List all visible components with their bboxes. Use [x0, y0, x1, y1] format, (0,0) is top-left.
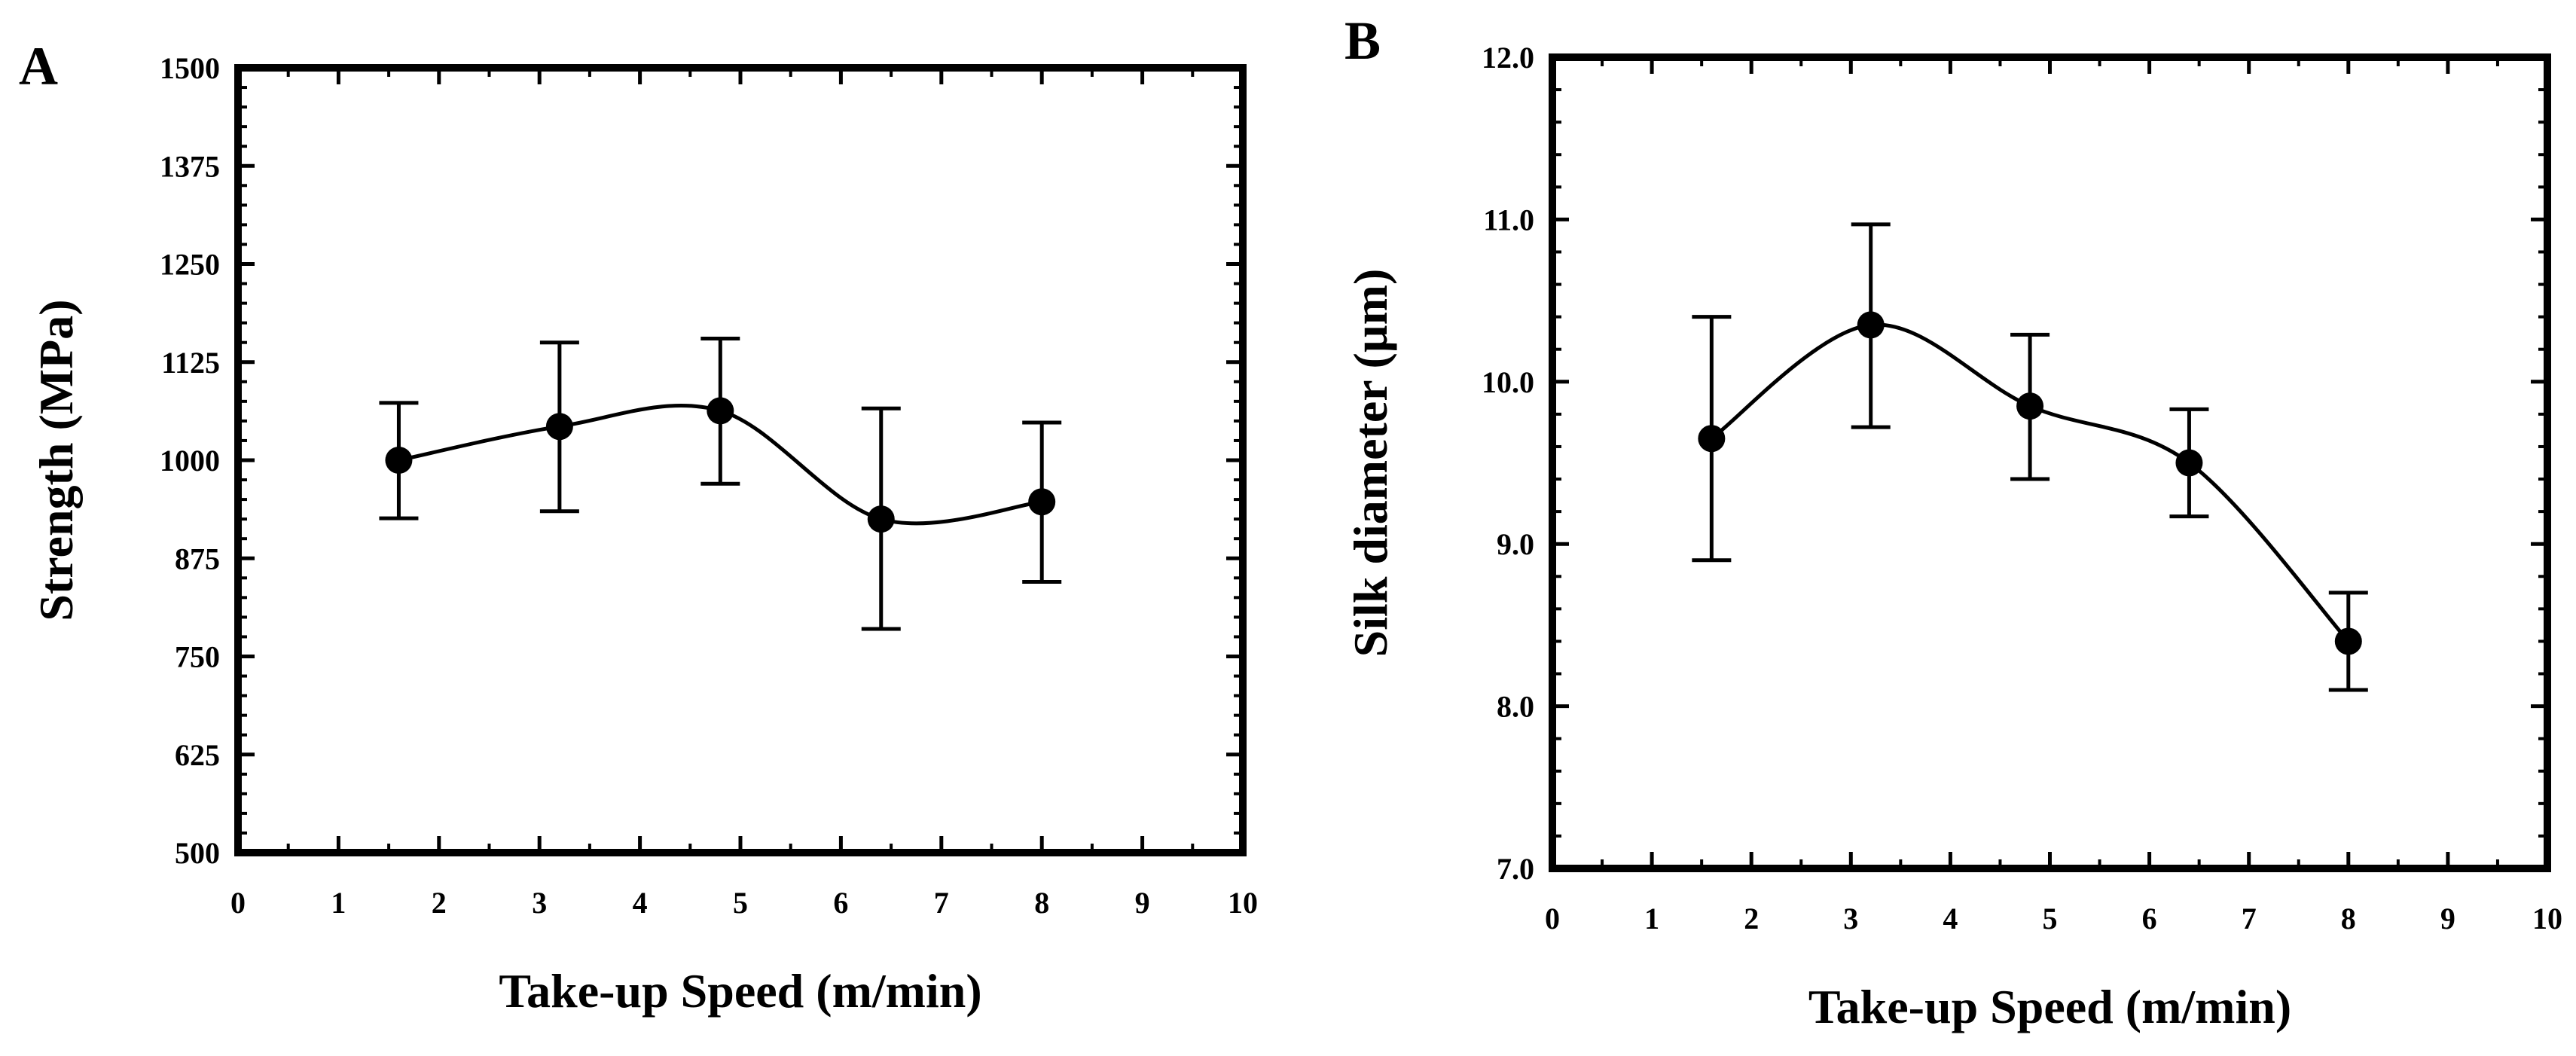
- data-point: [385, 447, 413, 474]
- panel-a-strength-chart: A 500 625 750 875 1000 1125 1250 1375 1500 0 1 2 3 4 5 6…: [19, 36, 1258, 1018]
- x-tick-label: 5: [733, 886, 748, 920]
- y-tick-label: 1000: [160, 444, 220, 478]
- x-tick-label: 9: [2440, 902, 2455, 935]
- x-tick-label: 3: [532, 886, 547, 920]
- data-point: [707, 397, 734, 425]
- data-point: [2016, 392, 2044, 420]
- panel-label: B: [1344, 11, 1381, 71]
- y-axis-title: Silk diameter (µm): [1344, 269, 1397, 658]
- y-tick-label: 625: [175, 738, 220, 772]
- y-tick-label: 11.0: [1483, 203, 1534, 237]
- y-tick-label: 1125: [161, 346, 220, 380]
- data-point: [2175, 449, 2203, 477]
- panel-label: A: [19, 36, 58, 96]
- x-tick-label: 2: [1744, 902, 1759, 935]
- x-tick-label: 8: [2341, 902, 2356, 935]
- y-tick-label: 1500: [160, 51, 220, 85]
- x-tick-label: 5: [2043, 902, 2058, 935]
- x-tick-label: 4: [633, 886, 648, 920]
- x-tick-label: 0: [1545, 902, 1560, 935]
- x-tick-label: 10: [1228, 886, 1258, 920]
- x-tick-label: 6: [833, 886, 848, 920]
- y-tick-label: 1375: [160, 149, 220, 183]
- panel-b-diameter-chart: B 7.0 8.0 9.0 10.0 11.0 12.0 0 1 2 3 4 5 6 7 8 9 10 Take-u…: [1344, 11, 2562, 1033]
- x-tick-label: 4: [1943, 902, 1958, 935]
- x-tick-label: 9: [1135, 886, 1150, 920]
- plot-frame: [1549, 53, 2551, 872]
- y-tick-label: 7.0: [1497, 852, 1534, 886]
- x-tick-label: 10: [2532, 902, 2562, 935]
- y-tick-label: 500: [175, 836, 220, 870]
- data-point: [1698, 425, 1726, 453]
- x-tick-label: 7: [934, 886, 949, 920]
- x-tick-label: 1: [1644, 902, 1659, 935]
- y-tick-label: 9.0: [1497, 527, 1534, 561]
- x-tick-label: 2: [432, 886, 447, 920]
- y-tick-label: 875: [175, 542, 220, 575]
- data-point: [1857, 311, 1885, 339]
- y-axis-title: Strength (MPa): [29, 299, 83, 621]
- data-point: [2334, 627, 2362, 655]
- y-tick-label: 750: [175, 640, 220, 674]
- data-point: [1028, 488, 1056, 516]
- y-tick-label: 8.0: [1497, 690, 1534, 724]
- x-tick-label: 1: [331, 886, 346, 920]
- x-tick-label: 7: [2242, 902, 2257, 935]
- x-tick-label: 6: [2142, 902, 2157, 935]
- data-point: [545, 413, 573, 441]
- y-tick-label: 12.0: [1482, 41, 1534, 75]
- x-tick-label: 0: [230, 886, 246, 920]
- x-axis-title: Take-up Speed (m/min): [1808, 980, 2291, 1033]
- data-point: [867, 505, 895, 533]
- y-tick-label: 1250: [160, 248, 220, 282]
- x-tick-label: 8: [1034, 886, 1049, 920]
- x-tick-label: 3: [1843, 902, 1858, 935]
- y-tick-label: 10.0: [1482, 365, 1534, 399]
- x-axis-title: Take-up Speed (m/min): [499, 964, 981, 1018]
